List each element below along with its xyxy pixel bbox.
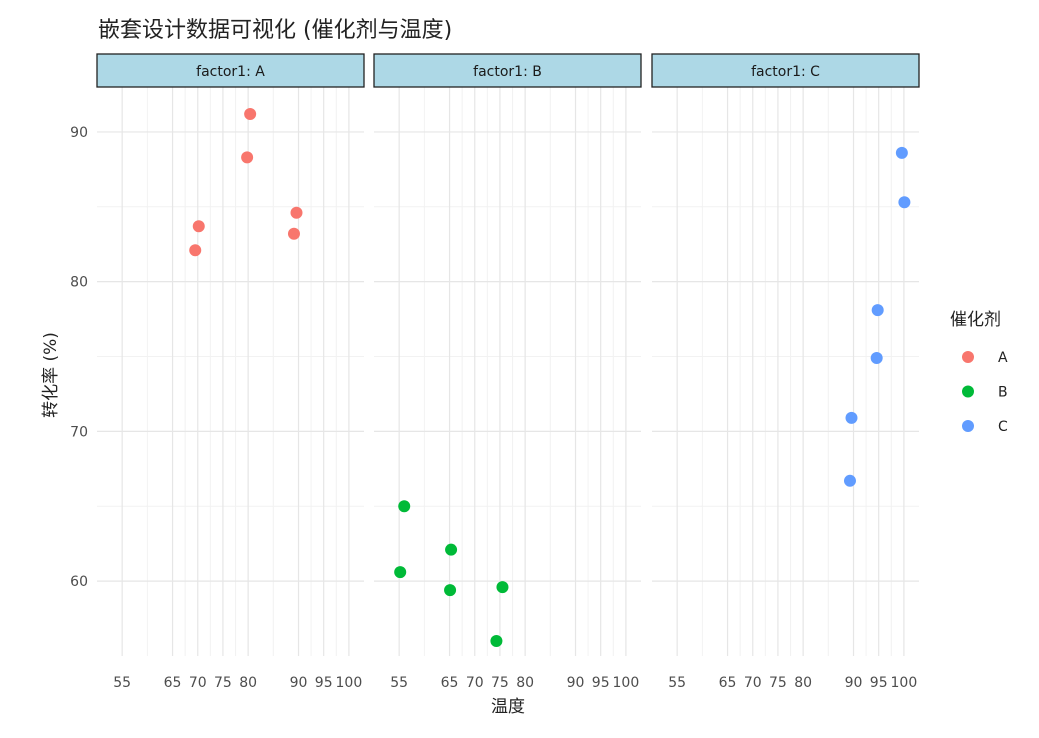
x-tick-label: 80: [239, 675, 257, 691]
x-tick-label: 75: [769, 675, 787, 691]
legend-key-b: [962, 385, 974, 398]
x-axis-title: 温度: [491, 697, 525, 717]
data-point-c: [895, 146, 908, 159]
y-axis-title: 转化率 (%): [41, 332, 61, 418]
x-tick-label: 75: [491, 675, 509, 691]
data-point-c: [871, 304, 884, 317]
x-tick-label: 70: [189, 675, 207, 691]
x-tick-label: 65: [441, 675, 459, 691]
x-tick-label: 95: [870, 675, 888, 691]
legend: 催化剂 A B C: [950, 310, 1008, 435]
x-tick-label: 90: [567, 675, 585, 691]
facet-panel-a: factor1: A 55 65 70 75 80 90 95 100: [96, 53, 365, 691]
data-point-c: [870, 352, 883, 365]
x-tick-label: 100: [891, 675, 918, 691]
x-tick-label: 80: [516, 675, 534, 691]
data-point-a: [241, 151, 254, 164]
facet-strip-label: factor1: B: [473, 64, 542, 80]
x-tick-label: 90: [845, 675, 863, 691]
facet-strip-label: factor1: C: [751, 64, 820, 80]
facet-strip: [96, 53, 365, 88]
x-tick-label: 70: [466, 675, 484, 691]
facet-strip: [373, 53, 642, 88]
x-tick-label: 95: [592, 675, 610, 691]
x-tick-label: 70: [744, 675, 762, 691]
data-point-a: [290, 206, 303, 219]
data-point-a: [189, 244, 202, 257]
x-tick-label: 75: [214, 675, 232, 691]
legend-label: B: [998, 385, 1008, 401]
facet-panel-b: factor1: B 55 65 70 75 80 90 95 100: [373, 53, 642, 691]
data-point-c: [843, 474, 856, 487]
data-point-a: [244, 107, 257, 120]
y-tick-label: 80: [70, 275, 88, 291]
facet-strip: [651, 53, 920, 88]
legend-label: C: [998, 419, 1008, 435]
x-tick-label: 80: [794, 675, 812, 691]
legend-label: A: [998, 350, 1008, 366]
x-tick-label: 95: [315, 675, 333, 691]
data-point-b: [398, 500, 411, 513]
chart-title: 嵌套设计数据可视化 (催化剂与温度): [98, 18, 452, 43]
data-point-b: [490, 635, 503, 648]
y-tick-label: 90: [70, 125, 88, 141]
x-tick-label: 65: [719, 675, 737, 691]
data-point-c: [898, 196, 911, 209]
x-tick-label: 100: [336, 675, 363, 691]
data-point-a: [192, 220, 205, 233]
data-point-c: [845, 411, 858, 424]
x-tick-label: 55: [668, 675, 686, 691]
x-tick-label: 55: [390, 675, 408, 691]
data-point-b: [496, 581, 509, 594]
data-point-b: [444, 584, 457, 597]
data-point-b: [445, 543, 458, 556]
x-tick-label: 55: [113, 675, 131, 691]
x-tick-label: 65: [164, 675, 182, 691]
legend-key-c: [962, 420, 974, 432]
x-tick-label: 100: [613, 675, 640, 691]
x-tick-label: 90: [290, 675, 308, 691]
data-point-b: [394, 566, 407, 579]
y-tick-label: 60: [70, 574, 88, 590]
legend-key-a: [962, 351, 974, 363]
legend-title: 催化剂: [950, 310, 1001, 330]
data-point-a: [287, 227, 300, 240]
facet-panel-c: factor1: C 55 65 70 75 80 90 95 100: [651, 53, 920, 691]
facet-strip-label: factor1: A: [196, 64, 265, 80]
y-tick-label: 70: [70, 424, 88, 440]
